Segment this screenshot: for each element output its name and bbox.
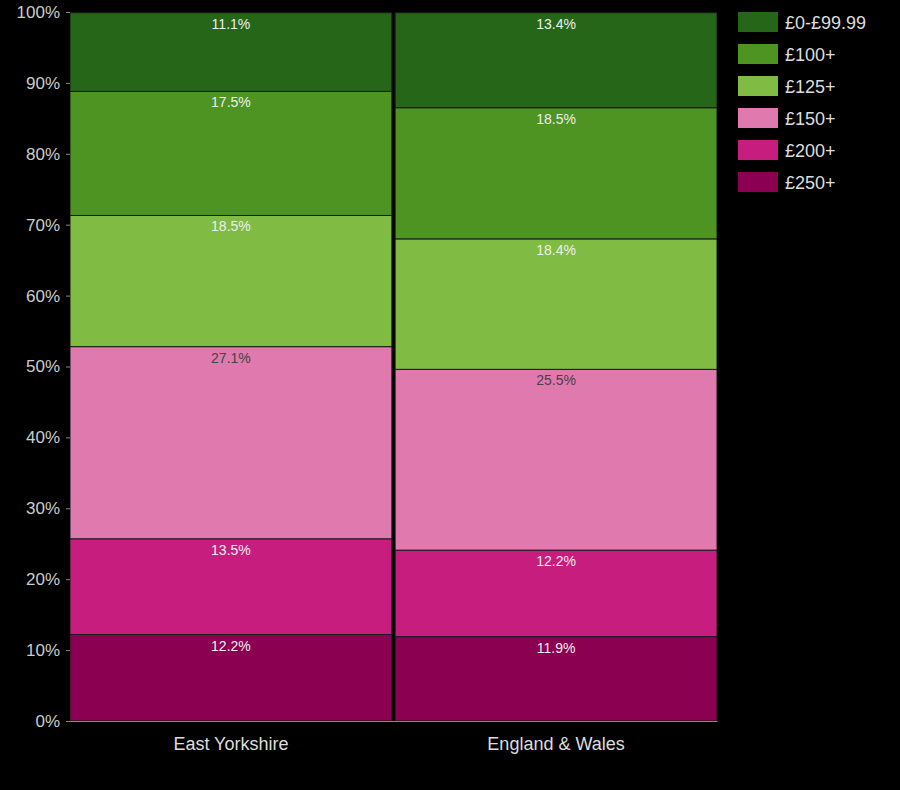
chart: 0% 10% 20% 30% 40% 50% 60% 70% 80% 90% 100% East Yo… (0, 0, 900, 790)
legend-swatch (738, 140, 778, 160)
bar-segment (70, 347, 392, 539)
x-tick: East Yorkshire (173, 721, 288, 754)
y-tick: 20% (26, 570, 70, 589)
y-tick-mark (66, 437, 70, 438)
y-tick: 80% (26, 145, 70, 164)
y-tick-label: 90% (26, 74, 60, 93)
y-axis-line (66, 13, 71, 722)
legend-item: £125+ (738, 76, 836, 97)
y-tick-label: 20% (26, 570, 60, 589)
y-tick-label: 30% (26, 499, 60, 518)
y-tick-label: 40% (26, 428, 60, 447)
y-tick-mark (66, 296, 70, 297)
y-tick: 90% (26, 74, 70, 93)
bar-segment (70, 215, 392, 346)
x-tick-label: East Yorkshire (173, 734, 288, 754)
y-tick-mark (66, 721, 70, 722)
x-axis: East Yorkshire England & Wales (71, 721, 718, 754)
x-tick: England & Wales (487, 721, 624, 754)
legend-label: £200+ (785, 141, 836, 161)
bar-segment (70, 539, 392, 635)
y-tick-mark (66, 12, 70, 13)
data-label: 12.2% (536, 553, 576, 569)
y-tick-label: 0% (35, 712, 60, 731)
data-label: 13.5% (211, 542, 251, 558)
bars (70, 13, 717, 721)
bar-segment (70, 635, 392, 721)
legend-item: £200+ (738, 140, 836, 161)
y-tick-label: 10% (26, 641, 60, 660)
legend-swatch (738, 76, 778, 96)
data-label: 12.2% (211, 638, 251, 654)
legend-label: £100+ (785, 45, 836, 65)
legend-swatch (738, 44, 778, 64)
y-tick: 50% (26, 357, 70, 376)
legend-swatch (738, 108, 778, 128)
bar-segment (395, 239, 717, 369)
legend-item: £250+ (738, 172, 836, 193)
y-tick-mark (66, 154, 70, 155)
y-tick: 60% (26, 287, 70, 306)
background (0, 0, 900, 790)
data-label: 13.4% (536, 16, 576, 32)
legend-label: £125+ (785, 77, 836, 97)
y-axis: 0% 10% 20% 30% 40% 50% 60% 70% 80% 90% 100% (17, 3, 71, 731)
data-label: 11.1% (212, 16, 251, 32)
legend-swatch (738, 172, 778, 192)
legend-item: £100+ (738, 44, 836, 65)
legend-swatch (738, 12, 778, 32)
legend-label: £0-£99.99 (785, 13, 866, 33)
bar-segment (395, 550, 717, 636)
data-label: 27.1% (211, 350, 251, 366)
y-tick-label: 80% (26, 145, 60, 164)
y-tick: 0% (35, 712, 70, 731)
bar-segment (70, 13, 392, 92)
y-tick: 100% (17, 3, 70, 22)
y-tick: 30% (26, 499, 70, 518)
legend-label: £150+ (785, 109, 836, 129)
data-label: 18.5% (536, 111, 576, 127)
bar-segment (70, 91, 392, 215)
data-label: 18.4% (536, 242, 576, 258)
legend: £0-£99.99 £100+ £125+ £150+ £200+ £250+ (738, 12, 866, 193)
y-tick: 40% (26, 428, 70, 447)
y-tick-label: 50% (26, 357, 60, 376)
data-label: 11.9% (537, 640, 576, 656)
bar-segment (395, 13, 717, 108)
y-tick-mark (66, 367, 70, 368)
y-tick-label: 70% (26, 216, 60, 235)
y-tick-label: 60% (26, 287, 60, 306)
legend-item: £150+ (738, 108, 836, 129)
y-tick-label: 100% (17, 3, 60, 22)
y-tick: 70% (26, 216, 70, 235)
y-tick-mark (66, 83, 70, 84)
bar-segment (395, 369, 717, 550)
y-tick: 10% (26, 641, 70, 660)
y-tick-mark (66, 225, 70, 226)
data-label: 18.5% (211, 218, 251, 234)
legend-label: £250+ (785, 173, 836, 193)
x-tick-label: England & Wales (487, 734, 624, 754)
bar-segment (395, 108, 717, 239)
y-tick-mark (66, 650, 70, 651)
data-label: 17.5% (211, 94, 251, 110)
legend-item: £0-£99.99 (738, 12, 866, 33)
y-tick-mark (66, 579, 70, 580)
bar-segment (395, 637, 717, 721)
y-tick-mark (66, 508, 70, 509)
x-axis-line (71, 721, 718, 722)
data-label: 25.5% (536, 372, 576, 388)
data-labels: 12.2% 13.5% 27.1% 18.5% 17.5% 11.1% 11.9% 12.2%… (211, 16, 576, 656)
